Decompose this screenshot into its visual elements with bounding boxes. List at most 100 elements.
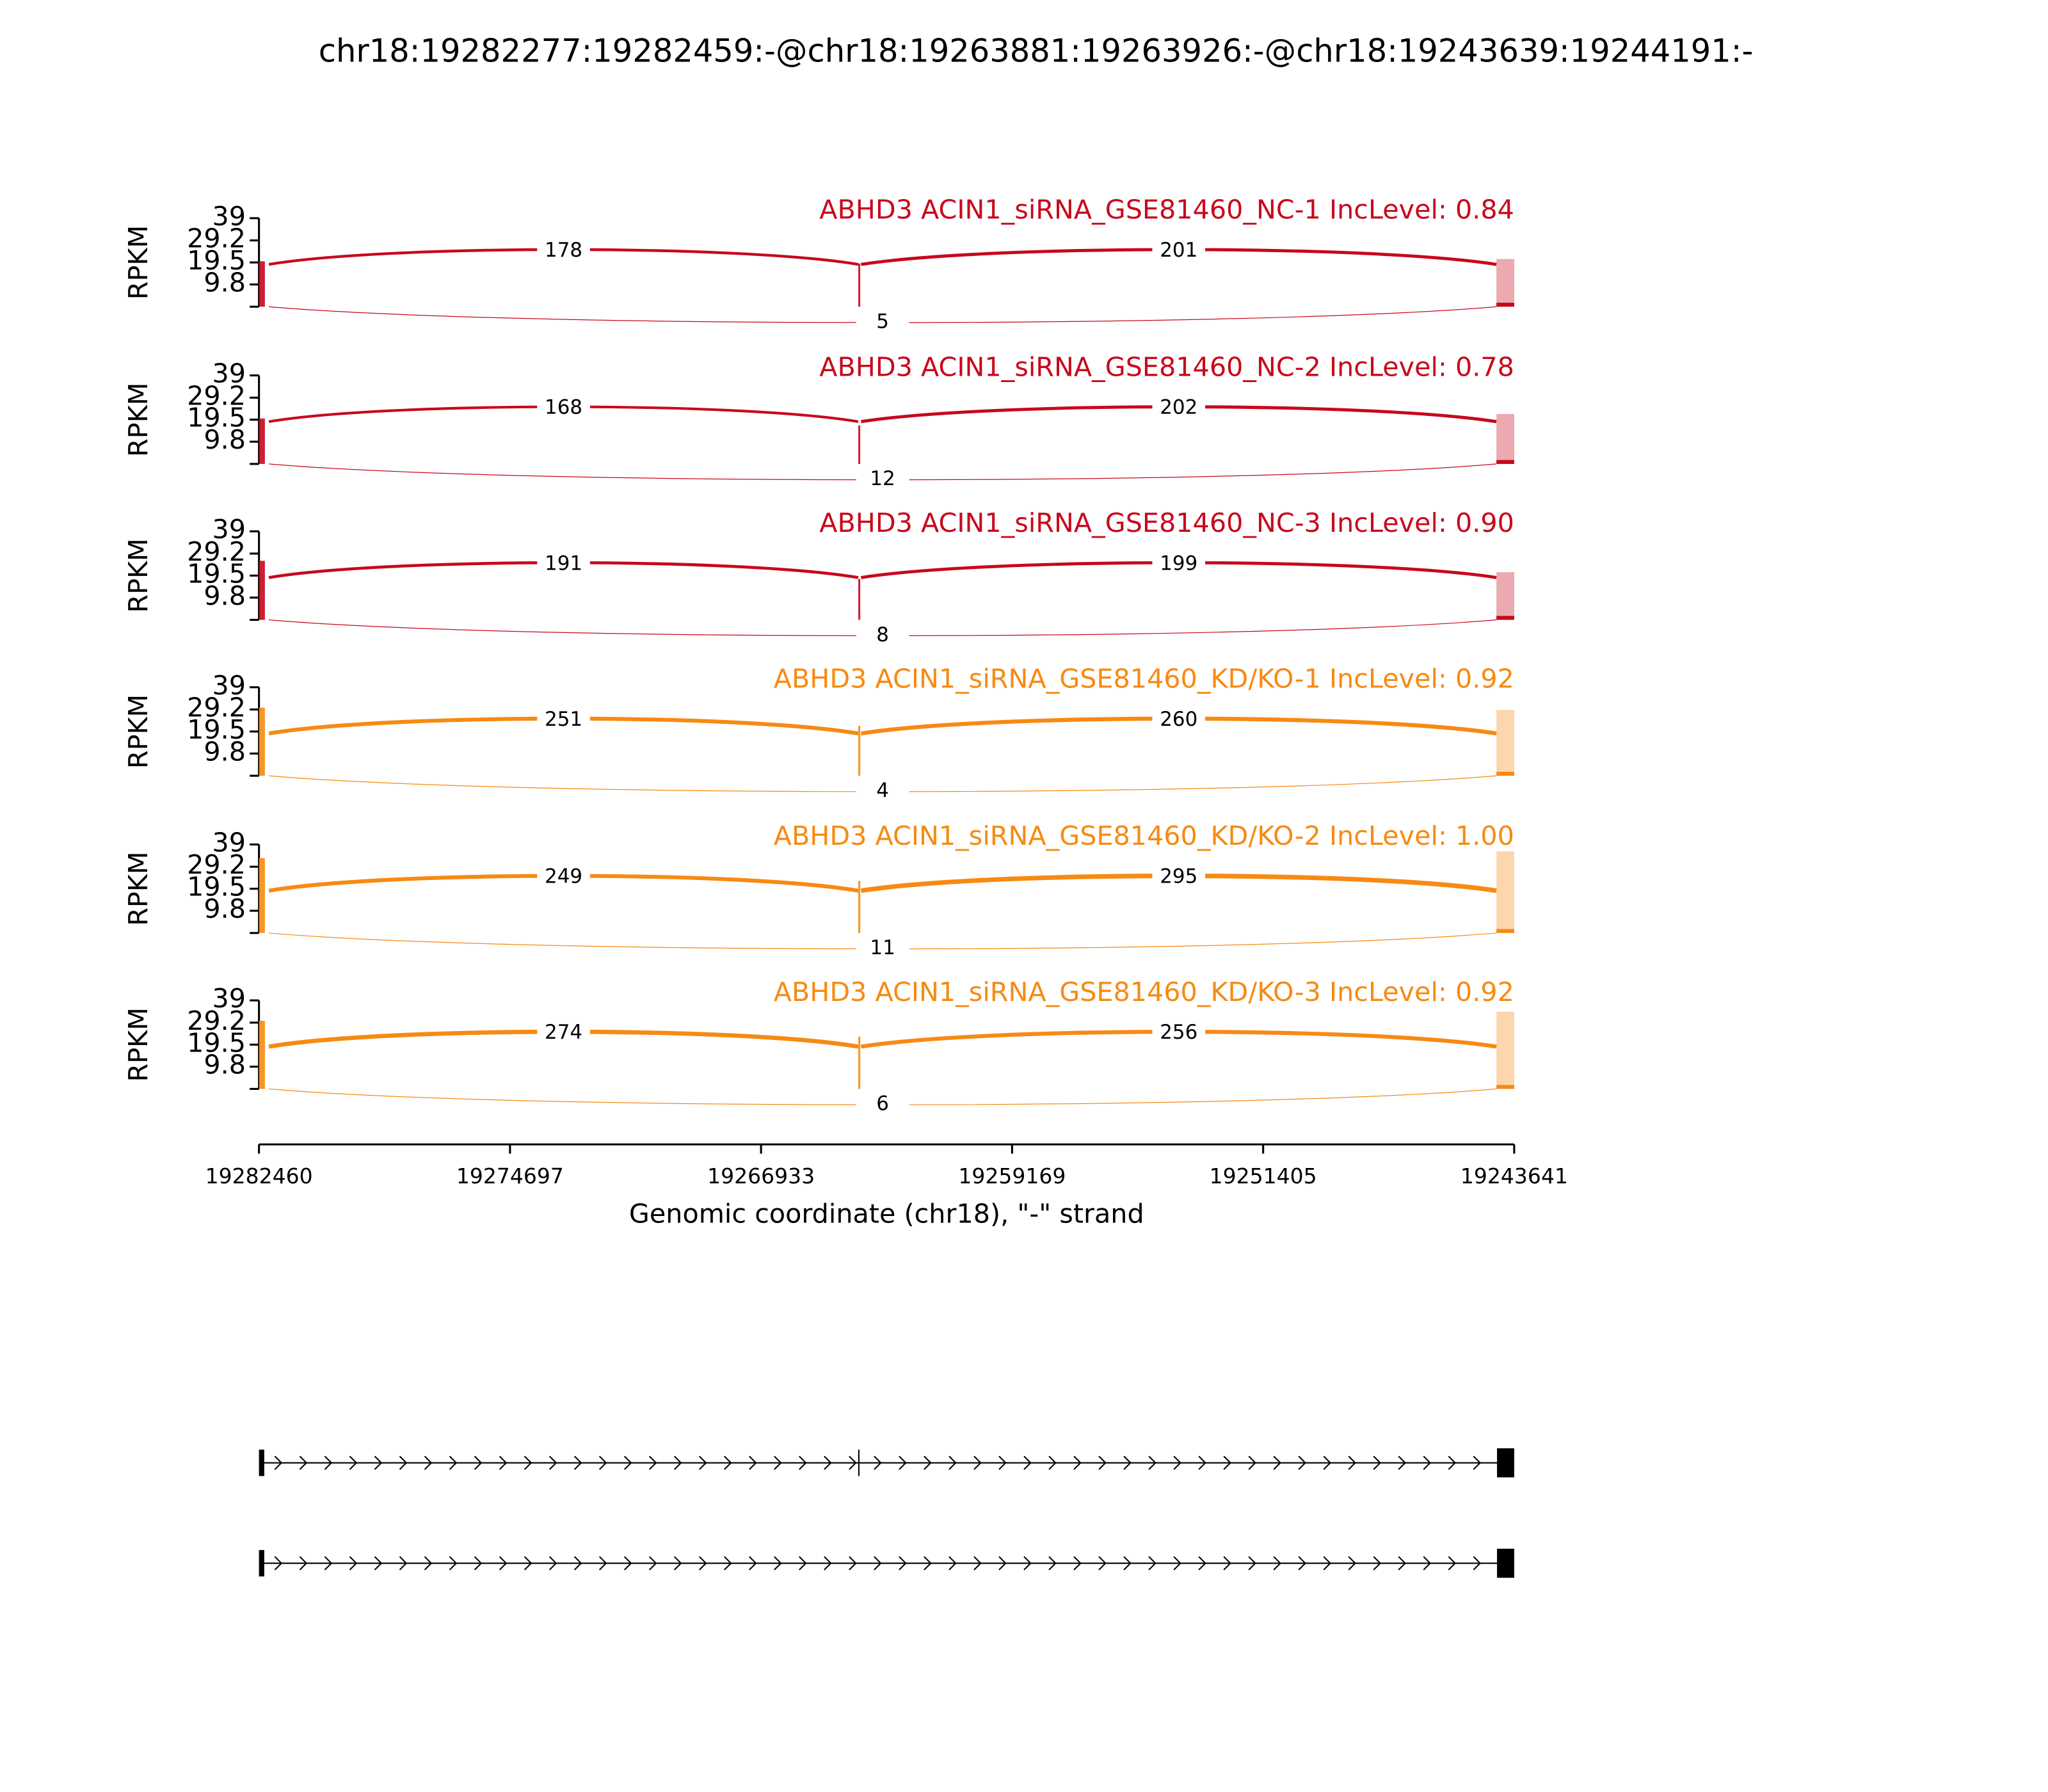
coverage <box>858 425 861 464</box>
strand-arrow <box>299 1556 308 1571</box>
junction-label: 202 <box>1160 396 1197 419</box>
strand-arrow <box>774 1556 782 1571</box>
strand-arrow <box>1198 1556 1206 1571</box>
strand-arrow <box>749 1455 757 1470</box>
junction-label-bg <box>1152 554 1206 575</box>
exon <box>259 1549 264 1577</box>
strand-arrow <box>524 1556 532 1571</box>
y-tick-label: 9.8 <box>204 1050 246 1080</box>
strand-arrow <box>774 1455 782 1470</box>
y-tick-label: 9.8 <box>204 736 246 767</box>
y-tick-label: 29.2 <box>187 1005 246 1036</box>
strand-arrow <box>1023 1556 1032 1571</box>
x-tick-label: 19243641 <box>1460 1164 1568 1188</box>
strand-arrow <box>648 1455 657 1470</box>
y-tick-label: 29.2 <box>187 692 246 723</box>
junction-label: 295 <box>1160 865 1197 888</box>
strand-arrow <box>1348 1455 1357 1470</box>
y-tick-label: 19.5 <box>187 1027 246 1058</box>
strand-arrow <box>274 1455 283 1470</box>
y-tick-label: 29.2 <box>187 380 246 411</box>
strand-arrow <box>1373 1556 1382 1571</box>
strand-arrow <box>874 1455 882 1470</box>
junction-label: 12 <box>870 467 895 490</box>
chart-title: chr18:19282277:19282459:-@chr18:19263881… <box>319 32 1754 69</box>
junction-label-bg <box>856 469 909 491</box>
strand-arrow <box>1123 1455 1132 1470</box>
strand-arrow <box>1323 1455 1332 1470</box>
strand-arrow <box>449 1455 458 1470</box>
strand-arrow <box>573 1455 582 1470</box>
junction-label-bg <box>537 709 590 731</box>
strand-arrow <box>699 1455 707 1470</box>
junction-label-bg <box>856 1094 909 1116</box>
junction-label: 249 <box>545 865 582 888</box>
coverage-base <box>1496 929 1514 933</box>
coverage <box>259 418 265 464</box>
strand-arrow <box>449 1556 458 1571</box>
panel-label: ABHD3 ACIN1_siRNA_GSE81460_NC-3 IncLevel… <box>819 508 1514 538</box>
strand-arrow <box>324 1556 333 1571</box>
y-tick-label: 9.8 <box>204 267 246 298</box>
strand-arrow <box>1448 1455 1457 1470</box>
strand-arrow <box>1298 1556 1306 1571</box>
strand-arrow <box>1148 1455 1156 1470</box>
y-axis-label: RPKM <box>123 383 154 457</box>
junction-label-bg <box>1152 397 1206 419</box>
x-tick-label: 19274697 <box>456 1164 564 1188</box>
coverage <box>259 261 265 307</box>
coverage <box>1496 572 1515 620</box>
strand-arrow <box>499 1455 508 1470</box>
y-tick-label: 9.8 <box>204 893 246 924</box>
junction-label-bg <box>537 241 590 262</box>
coverage-base <box>1496 616 1514 620</box>
y-tick-label: 39 <box>212 983 246 1014</box>
strand-arrow <box>724 1556 732 1571</box>
coverage <box>858 1036 861 1089</box>
junction-label-bg <box>1152 241 1206 262</box>
coverage <box>1496 1011 1515 1089</box>
strand-arrow <box>973 1455 982 1470</box>
coverage <box>1496 259 1515 307</box>
strand-arrow <box>1323 1556 1332 1571</box>
strand-arrow <box>1473 1556 1482 1571</box>
strand-arrow <box>1073 1455 1082 1470</box>
strand-arrow <box>1473 1455 1482 1470</box>
y-tick-label: 19.5 <box>187 714 246 745</box>
strand-arrow <box>648 1556 657 1571</box>
strand-arrow <box>799 1556 807 1571</box>
junction-label-bg <box>1152 1023 1206 1044</box>
junction-label-bg <box>537 554 590 575</box>
strand-arrow <box>374 1556 383 1571</box>
y-tick-label: 39 <box>212 201 246 232</box>
y-tick-label: 39 <box>212 827 246 858</box>
exon <box>1497 1548 1514 1578</box>
coverage-base <box>1496 771 1514 776</box>
strand-arrow <box>899 1556 907 1571</box>
strand-arrow <box>474 1556 483 1571</box>
strand-arrow <box>1423 1556 1432 1571</box>
strand-arrow <box>1023 1455 1032 1470</box>
y-tick-label: 29.2 <box>187 849 246 880</box>
strand-arrow <box>948 1556 957 1571</box>
panel-label: ABHD3 ACIN1_siRNA_GSE81460_NC-1 IncLevel… <box>819 195 1514 225</box>
strand-arrow <box>849 1455 857 1470</box>
strand-arrow <box>1173 1556 1181 1571</box>
strand-arrow <box>598 1556 607 1571</box>
strand-arrow <box>973 1556 982 1571</box>
coverage <box>858 263 861 307</box>
strand-arrow <box>1298 1455 1306 1470</box>
strand-arrow <box>349 1455 358 1470</box>
coverage-base <box>1496 460 1514 464</box>
coverage <box>858 726 861 776</box>
junction-label: 6 <box>876 1092 889 1116</box>
strand-arrow <box>1423 1455 1432 1470</box>
strand-arrow <box>1098 1556 1107 1571</box>
strand-arrow <box>623 1455 632 1470</box>
strand-arrow <box>799 1455 807 1470</box>
junction-label-bg <box>537 1023 590 1044</box>
y-tick-label: 39 <box>212 670 246 701</box>
strand-arrow <box>699 1556 707 1571</box>
strand-arrow <box>998 1455 1007 1470</box>
junction-label-bg <box>856 781 909 803</box>
